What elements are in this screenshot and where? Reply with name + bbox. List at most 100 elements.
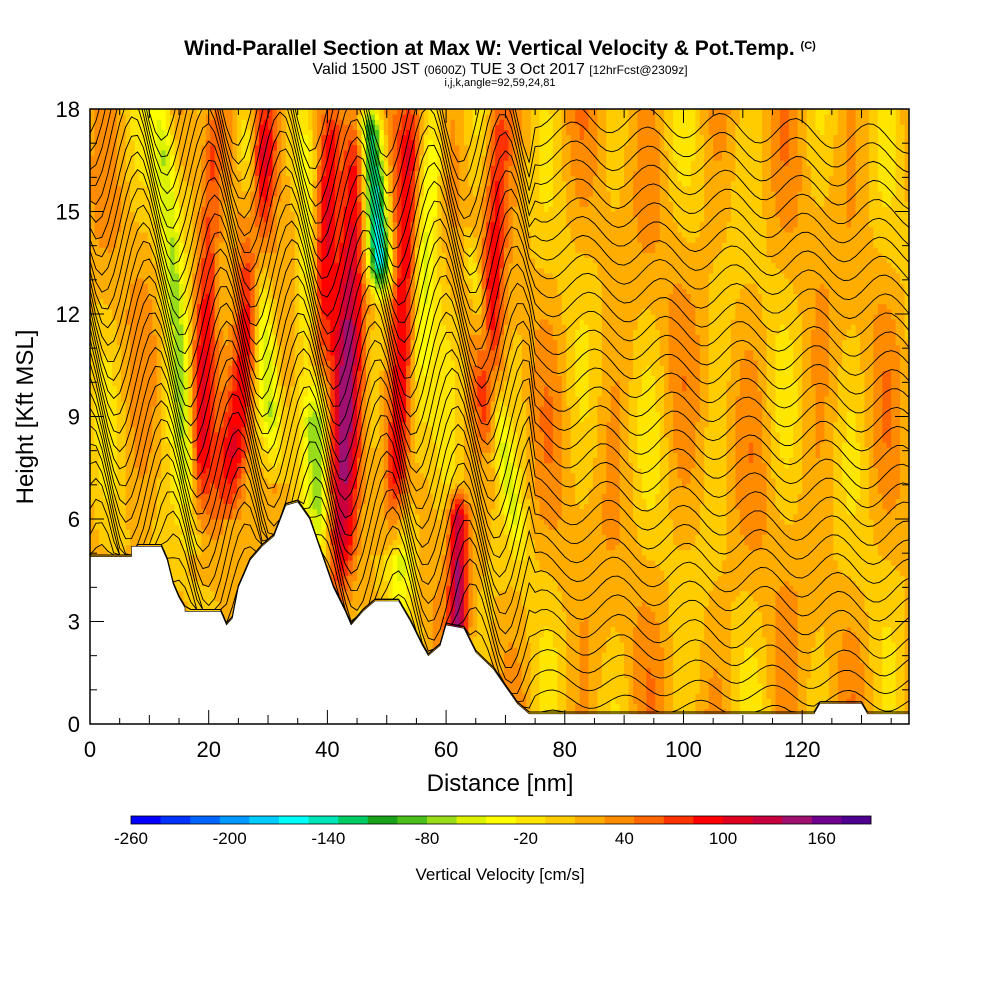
field-cell [143,478,149,484]
field-cell [179,329,184,335]
field-cell [174,288,180,294]
field-cell [174,303,180,310]
field-cell [187,185,193,192]
field-cell [183,426,189,433]
field-cell [116,206,122,212]
field-cell [107,262,113,269]
field-cell [90,221,95,228]
field-cell [165,216,171,223]
field-cell [214,298,220,305]
field-cell [210,119,216,125]
field-cell [174,544,180,551]
field-cell [125,298,131,305]
field-cell [183,411,189,417]
field-cell [187,191,193,197]
field-cell [214,226,220,233]
field-cell [147,472,153,479]
field-cell [299,324,305,330]
field-cell [107,191,113,197]
field-cell [201,355,207,361]
field-cell [125,421,131,428]
field-cell [98,411,104,417]
field-cell [98,201,104,207]
field-cell [223,344,229,351]
field-cell [210,462,216,469]
field-cell [210,191,216,197]
field-cell [147,498,153,505]
field-cell [183,344,189,351]
field-cell [130,472,136,479]
field-cell [143,493,149,499]
field-cell [170,447,176,453]
field-cell [179,534,184,540]
field-cell [183,396,189,402]
field-cell [325,278,331,284]
field-cell [179,565,184,571]
valid-time: Valid 1500 JST [312,61,420,78]
field-cell [196,401,202,407]
field-cell [94,524,100,530]
field-cell [187,232,193,238]
field-cell [205,472,211,479]
field-cell [210,575,216,581]
field-cell [183,226,189,233]
field-cell [245,257,251,264]
field-cell [130,144,136,151]
field-cell [299,493,305,499]
field-cell [112,247,118,253]
field-cell [130,462,136,469]
field-cell [245,273,251,279]
field-cell [116,467,122,474]
field-cell [94,319,100,325]
field-cell [308,431,314,438]
field-cell [156,390,162,397]
field-cell [107,144,113,151]
field-cell [187,575,193,581]
field-cell [330,247,336,253]
field-cell [272,519,278,525]
field-cell [183,601,189,607]
field-cell [112,431,118,438]
field-cell [98,237,104,243]
field-cell [125,503,131,510]
field-cell [112,519,118,525]
field-cell [94,447,100,453]
field-cell [241,493,247,499]
field-cell [210,144,216,151]
field-cell [303,478,309,484]
field-cell [196,201,202,207]
field-cell [201,375,207,382]
field-cell [236,124,242,130]
field-cell [130,221,136,228]
field-cell [325,308,331,315]
field-cell [223,370,229,376]
field-cell [125,247,131,253]
field-cell [103,288,109,294]
field-cell [143,267,149,274]
field-cell [196,303,202,310]
field-cell [161,483,167,489]
field-cell [317,185,322,192]
field-cell [192,462,198,469]
field-cell [187,242,193,248]
field-cell [223,616,229,622]
field-cell [134,308,140,315]
field-cell [116,139,122,146]
field-cell [201,380,207,387]
field-cell [214,160,220,166]
field-cell [125,324,131,330]
field-cell [143,252,149,259]
field-cell [116,529,122,535]
field-cell [103,211,109,218]
field-cell [205,339,211,346]
field-cell [192,478,198,484]
field-cell [290,196,296,202]
field-cell [201,247,207,253]
field-cell [138,513,144,520]
field-cell [112,401,118,407]
field-cell [219,431,225,438]
field-cell [94,411,100,417]
field-cell [143,498,149,505]
field-cell [161,396,167,402]
field-cell [201,411,207,417]
